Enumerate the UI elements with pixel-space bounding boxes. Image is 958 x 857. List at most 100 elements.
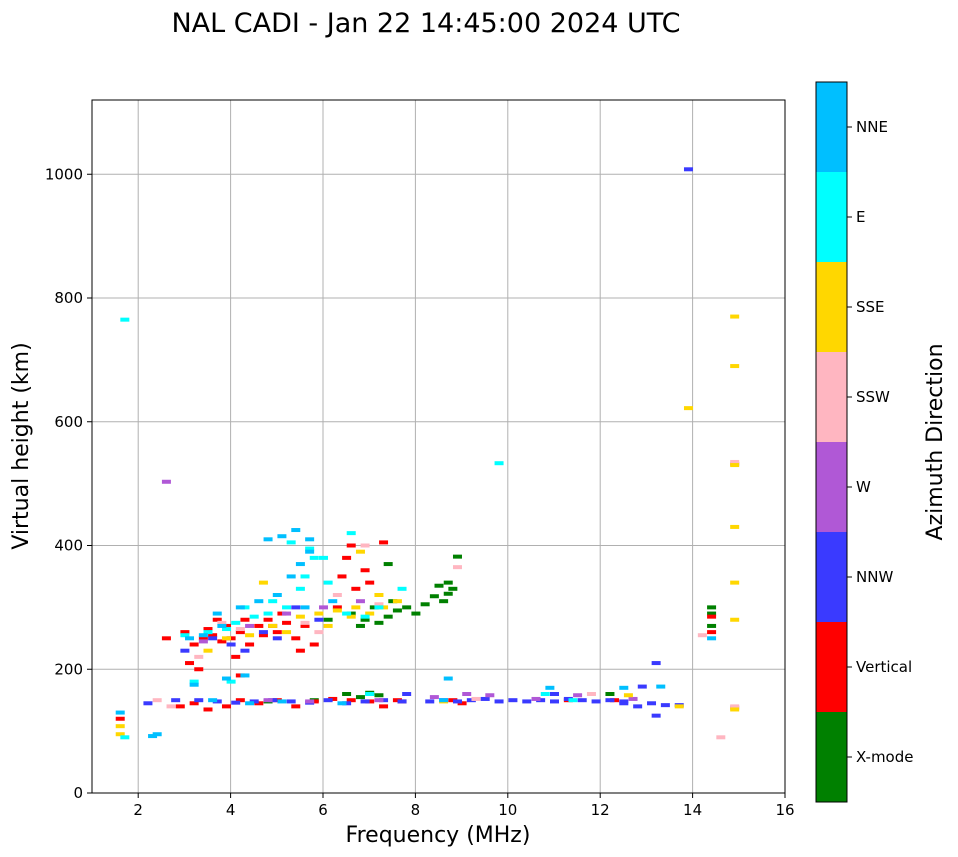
data-point [392, 608, 402, 613]
data-point [198, 639, 208, 644]
data-point [392, 698, 402, 703]
data-point [383, 562, 393, 567]
data-point [203, 630, 213, 635]
data-point [148, 734, 158, 739]
data-point [365, 580, 375, 585]
data-point [277, 611, 287, 616]
x-tick-label: 16 [775, 801, 794, 819]
data-point [189, 642, 199, 647]
data-point [208, 633, 218, 638]
data-point [355, 695, 365, 700]
data-point [309, 699, 319, 704]
data-point [295, 614, 305, 619]
data-point [633, 704, 643, 709]
data-point [203, 627, 213, 632]
data-point [683, 167, 693, 172]
data-point [379, 605, 389, 610]
data-point [171, 698, 181, 703]
data-point [466, 698, 476, 703]
data-point [217, 623, 227, 628]
series-x-mode [263, 554, 717, 704]
data-point [217, 620, 227, 625]
data-point [120, 317, 130, 322]
colorbar-label: SSW [856, 388, 890, 406]
data-point [221, 676, 231, 681]
data-point [651, 713, 661, 718]
colorbar-label: X-mode [856, 748, 913, 766]
data-point [314, 617, 324, 622]
data-point [175, 704, 185, 709]
data-point [452, 699, 462, 704]
data-point [305, 546, 315, 551]
data-point [707, 636, 717, 641]
data-point [245, 623, 255, 628]
colorbar-label: NNE [856, 118, 888, 136]
data-point [319, 555, 328, 560]
data-point [143, 701, 153, 706]
data-point [235, 627, 245, 632]
data-point [268, 698, 278, 703]
data-point [258, 580, 268, 585]
data-point [577, 698, 587, 703]
data-point [660, 703, 670, 708]
data-point [194, 698, 204, 703]
data-point [240, 673, 250, 678]
data-point [231, 700, 241, 705]
data-point [305, 549, 315, 554]
y-tick-label: 800 [54, 289, 83, 307]
data-point [249, 699, 259, 704]
data-point [730, 580, 740, 585]
data-point [707, 605, 717, 610]
series-nne [115, 528, 717, 739]
y-tick-label: 400 [54, 537, 83, 555]
data-point [683, 406, 693, 411]
colorbar-label: E [856, 208, 865, 226]
data-point [231, 620, 241, 625]
data-point [226, 636, 236, 641]
data-point [550, 692, 559, 696]
data-point [235, 630, 245, 635]
data-point [263, 611, 273, 616]
data-point [235, 673, 245, 678]
data-point [217, 639, 227, 644]
colorbar-frame [815, 81, 848, 803]
data-point [448, 586, 458, 591]
data-point [730, 524, 740, 529]
data-point [328, 599, 338, 604]
data-point [268, 623, 278, 628]
y-tick-label: 1000 [45, 165, 83, 183]
data-point [346, 611, 356, 616]
data-point [730, 463, 740, 468]
data-point [411, 611, 421, 616]
data-point [360, 699, 370, 704]
data-point [189, 701, 199, 706]
data-point [485, 693, 495, 698]
data-point [185, 636, 195, 641]
data-point [402, 605, 412, 610]
series-w [161, 461, 740, 710]
data-point [189, 682, 199, 687]
data-point [194, 654, 204, 659]
data-point [249, 614, 259, 619]
axes-frame [91, 99, 786, 794]
data-point [245, 642, 255, 647]
data-point [272, 698, 282, 703]
data-point [443, 580, 453, 585]
colorbar-segment [816, 712, 847, 802]
data-point [360, 568, 370, 573]
data-point [189, 679, 199, 684]
data-point [286, 574, 296, 579]
data-point [573, 693, 583, 698]
data-point [180, 630, 190, 635]
data-point [619, 685, 629, 690]
data-point [221, 636, 231, 641]
data-point [402, 692, 412, 696]
x-tick-label: 4 [226, 801, 236, 819]
data-point [161, 479, 171, 484]
data-point [295, 586, 305, 591]
data-point [221, 623, 231, 628]
data-point [254, 701, 264, 706]
data-point [332, 608, 342, 613]
data-point [374, 605, 384, 610]
data-point [656, 684, 666, 689]
